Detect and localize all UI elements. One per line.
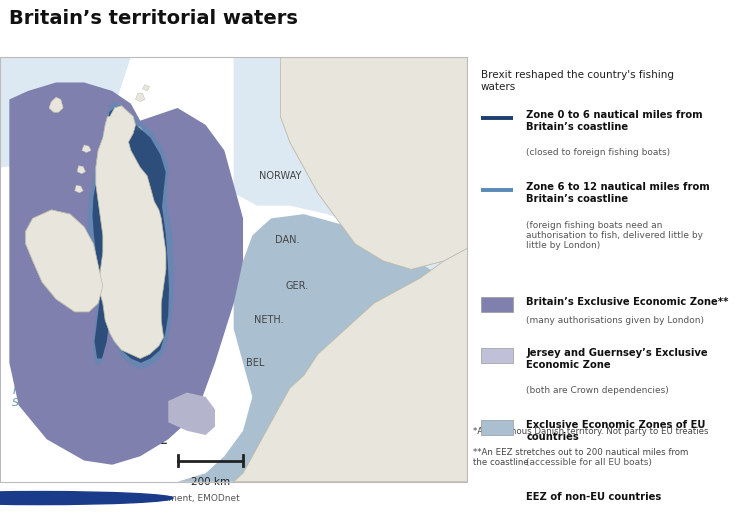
Text: GER.: GER. (286, 281, 308, 291)
Polygon shape (96, 106, 166, 358)
Text: BEL: BEL (246, 358, 264, 368)
Text: High
Seas: High Seas (13, 386, 39, 408)
Text: FAROE
IS.*: FAROE IS.* (38, 118, 70, 137)
Text: (closed to foreign fishing boats): (closed to foreign fishing boats) (526, 148, 670, 157)
Bar (481, 297, 513, 312)
Polygon shape (26, 210, 103, 312)
Polygon shape (169, 393, 215, 435)
Text: *Autonomous Danish territory. Not party to EU treaties: *Autonomous Danish territory. Not party … (473, 426, 708, 436)
Text: Zone 6 to 12 nautical miles from
Britain’s coastline: Zone 6 to 12 nautical miles from Britain… (526, 182, 710, 204)
Polygon shape (75, 185, 83, 193)
Text: (both are Crown dependencies): (both are Crown dependencies) (526, 386, 669, 395)
Polygon shape (135, 93, 145, 102)
Polygon shape (77, 166, 85, 174)
Polygon shape (133, 126, 143, 132)
Polygon shape (234, 248, 467, 482)
Polygon shape (93, 108, 169, 363)
Polygon shape (177, 214, 467, 482)
Text: Exclusive Economic Zones of EU
countries: Exclusive Economic Zones of EU countries (526, 420, 706, 442)
Text: IRELAND: IRELAND (13, 290, 67, 300)
Polygon shape (87, 102, 174, 369)
Polygon shape (280, 57, 467, 269)
Text: Britain’s territorial waters: Britain’s territorial waters (9, 9, 297, 28)
Text: (foreign fishing boats need an
authorisation to fish, delivered little by
little: (foreign fishing boats need an authorisa… (526, 221, 704, 250)
Text: (accessible for all EU boats): (accessible for all EU boats) (526, 458, 652, 467)
Text: NETH.: NETH. (254, 315, 283, 325)
Text: NORWAY: NORWAY (259, 171, 302, 181)
Text: FRANCE: FRANCE (118, 436, 167, 447)
Text: Jersey and Guernsey’s Exclusive
Economic Zone: Jersey and Guernsey’s Exclusive Economic… (526, 348, 708, 369)
Polygon shape (82, 145, 91, 153)
Circle shape (0, 492, 173, 505)
Text: 200 km: 200 km (191, 478, 230, 487)
Polygon shape (234, 248, 467, 482)
Text: Britain’s Exclusive Economic Zone**: Britain’s Exclusive Economic Zone** (526, 297, 729, 307)
Bar (481, 420, 513, 435)
Bar (481, 493, 513, 507)
Polygon shape (143, 84, 149, 91)
Text: EEZ of non-EU countries: EEZ of non-EU countries (526, 493, 662, 502)
Text: Sources: British government, EMODnet: Sources: British government, EMODnet (63, 494, 239, 502)
Text: Zone 0 to 6 nautical miles from
Britain’s coastline: Zone 0 to 6 nautical miles from Britain’… (526, 110, 703, 132)
Text: AFP: AFP (9, 491, 42, 506)
Polygon shape (10, 82, 243, 465)
Polygon shape (49, 97, 63, 112)
Polygon shape (234, 57, 467, 312)
Bar (481, 348, 513, 363)
Text: Brexit reshaped the country's fishing
waters: Brexit reshaped the country's fishing wa… (481, 70, 673, 92)
Text: DAN.: DAN. (275, 235, 300, 244)
Polygon shape (280, 57, 467, 269)
Polygon shape (26, 210, 103, 312)
Text: **An EEZ stretches out to 200 nautical miles from
the coastline: **An EEZ stretches out to 200 nautical m… (473, 448, 688, 467)
Polygon shape (96, 106, 166, 358)
Polygon shape (0, 57, 131, 167)
Text: (many authorisations given by London): (many authorisations given by London) (526, 316, 704, 325)
Text: BRITAIN: BRITAIN (91, 237, 147, 250)
Polygon shape (49, 97, 63, 112)
